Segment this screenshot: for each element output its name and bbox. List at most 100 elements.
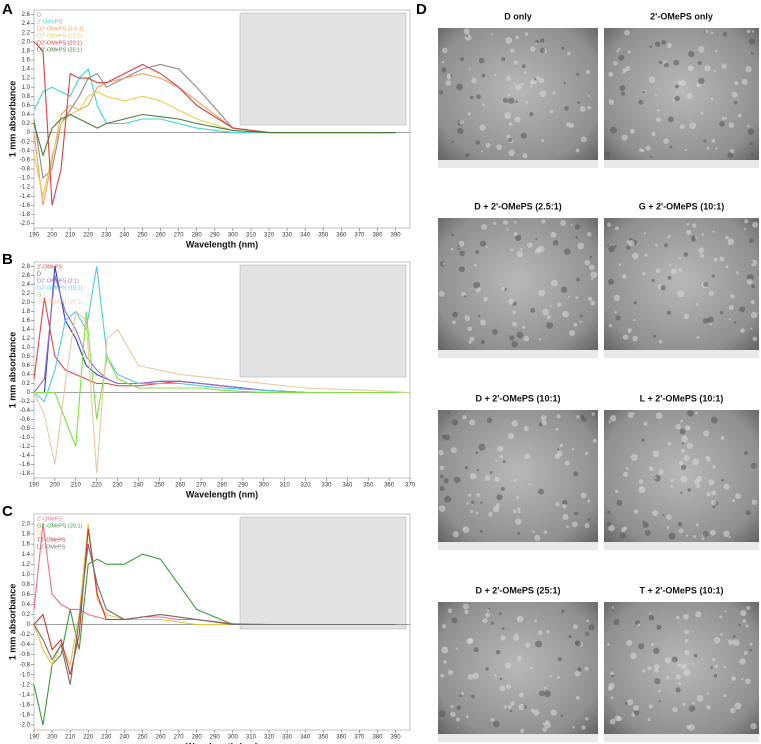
particle <box>476 468 480 472</box>
particle <box>478 443 486 451</box>
y-tick-label: 1.6 <box>22 58 31 64</box>
particle <box>730 149 735 154</box>
particle <box>745 624 749 628</box>
particle <box>470 95 474 100</box>
x-tick-label: 290 <box>210 233 221 239</box>
particle <box>723 483 730 490</box>
particle <box>481 73 486 78</box>
y-tick-label: -0.2 <box>20 399 31 405</box>
particle <box>536 75 540 80</box>
particle <box>516 331 524 339</box>
image-title: G + 2'-OMePS (10:1) <box>639 201 724 211</box>
particle <box>477 314 481 318</box>
particle <box>659 60 663 65</box>
particle <box>674 95 680 102</box>
caption-strip <box>604 160 759 168</box>
y-tick-label: -1.2 <box>20 444 31 450</box>
series-line <box>33 67 396 134</box>
particle <box>642 521 649 528</box>
particle <box>577 242 585 250</box>
particle <box>671 656 678 663</box>
particle <box>563 81 566 85</box>
particle <box>438 505 446 512</box>
particle <box>702 530 709 538</box>
y-tick-label: 1.0 <box>22 85 31 91</box>
particle <box>692 458 699 466</box>
particle <box>581 725 586 730</box>
particle <box>523 71 527 75</box>
particle <box>516 615 524 623</box>
particle <box>465 715 469 719</box>
particle <box>524 32 529 36</box>
particle <box>523 426 529 432</box>
legend-entry: D <box>37 12 41 18</box>
particle <box>577 667 582 672</box>
particle <box>642 520 645 523</box>
particle <box>467 673 474 680</box>
particle <box>741 78 748 85</box>
particle <box>447 412 451 415</box>
particle <box>491 621 495 625</box>
particle <box>729 707 736 714</box>
particle <box>706 492 711 497</box>
x-tick-label: 290 <box>210 735 221 741</box>
particle <box>647 666 652 671</box>
particle <box>619 85 626 92</box>
particle <box>616 499 623 506</box>
y-tick-label: 1.8 <box>22 532 31 538</box>
particle <box>462 526 470 533</box>
particle <box>472 672 479 679</box>
particle <box>688 50 695 58</box>
inset <box>239 264 407 378</box>
y-tick-label: 0.8 <box>22 354 31 360</box>
particle <box>467 326 473 332</box>
particle <box>585 716 589 721</box>
particle <box>517 532 520 535</box>
x-tick-label: 380 <box>372 233 383 239</box>
y-tick-label: 0.4 <box>22 372 31 378</box>
particle <box>549 304 552 308</box>
particle <box>735 493 741 500</box>
particle <box>541 138 545 143</box>
particle <box>502 97 509 104</box>
x-tick-label: 320 <box>264 233 275 239</box>
particle <box>511 341 518 348</box>
particle <box>564 460 570 466</box>
particle <box>468 68 471 71</box>
particle <box>686 442 693 450</box>
y-tick-label: 0.4 <box>22 112 31 118</box>
particle <box>490 33 494 36</box>
y-tick-label: 2.4 <box>22 282 31 288</box>
particle <box>739 306 746 313</box>
image-title: D + 2'-OMePS (25:1) <box>476 585 561 595</box>
particle <box>439 474 444 479</box>
particle <box>682 702 686 707</box>
particle <box>450 711 456 718</box>
particle <box>724 117 727 120</box>
particle <box>481 150 484 153</box>
caption-strip <box>604 542 759 550</box>
y-tick-label: 2.0 <box>22 39 31 45</box>
particle <box>687 488 692 492</box>
particle <box>632 412 635 415</box>
micrograph-bg <box>438 410 598 550</box>
particle <box>584 259 590 266</box>
legend-entry: G <box>37 530 41 536</box>
particle <box>749 142 753 146</box>
x-tick-label: 190 <box>29 735 40 741</box>
particle <box>551 279 558 287</box>
particle <box>574 511 578 516</box>
particle <box>482 103 485 107</box>
particle <box>489 471 493 474</box>
particle <box>654 474 661 482</box>
particle <box>566 51 571 56</box>
particle <box>696 335 700 339</box>
particle <box>512 634 520 641</box>
particle <box>512 310 516 315</box>
particle <box>675 674 681 680</box>
particle <box>527 242 533 248</box>
particle <box>517 510 521 514</box>
particle <box>681 464 687 470</box>
particle <box>744 227 747 231</box>
particle <box>468 637 474 644</box>
